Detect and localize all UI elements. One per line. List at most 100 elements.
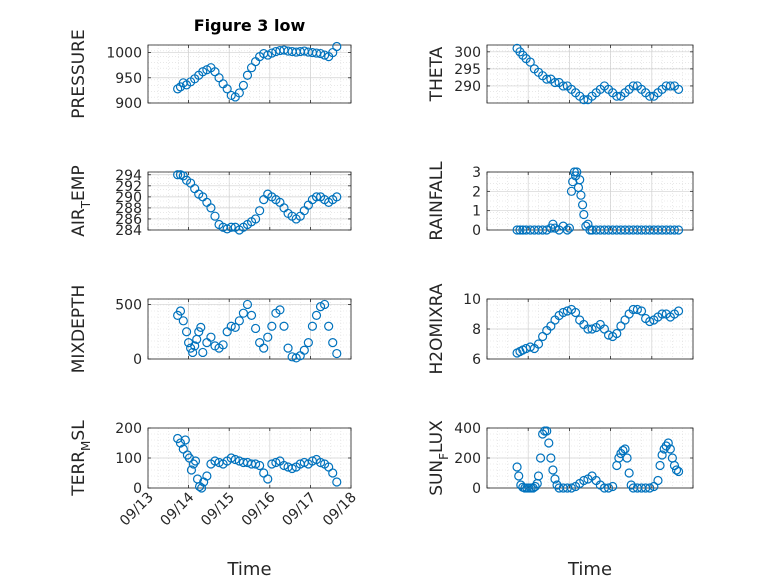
data-point <box>299 345 309 355</box>
data-point <box>263 474 273 484</box>
data-point <box>311 192 322 202</box>
data-point <box>562 225 572 235</box>
data-point <box>328 468 338 478</box>
y-tick-label: 0 <box>133 481 142 497</box>
data-point <box>307 321 318 331</box>
data-point <box>206 332 216 342</box>
data-point <box>564 223 575 233</box>
data-point <box>624 468 634 478</box>
y-tick-label: 100 <box>115 451 142 467</box>
data-point <box>198 347 208 358</box>
y-axis-label-subscript: T <box>79 200 93 209</box>
data-point <box>576 190 586 200</box>
data-point <box>566 483 577 493</box>
y-tick-label: 500 <box>115 297 142 313</box>
data-point <box>267 459 277 469</box>
x-tick-label: 09/16 <box>239 489 279 529</box>
data-point <box>538 225 548 235</box>
data-point <box>279 321 289 331</box>
y-tick-label: 950 <box>115 71 142 87</box>
y-tick-label: 286 <box>115 212 142 228</box>
data-point <box>608 481 618 492</box>
panel-mixdepth: 0 500 MIXDEPTH <box>69 285 352 373</box>
x-axis-label: Time <box>567 559 612 580</box>
data-point <box>512 462 522 472</box>
y-tick-label: 290 <box>115 190 142 206</box>
data-point <box>542 426 552 436</box>
data-point <box>287 463 297 474</box>
data-point <box>572 167 582 177</box>
y-axis-label-rest: EMP <box>69 165 89 201</box>
data-point <box>332 348 342 359</box>
data-point <box>579 475 589 486</box>
data-point <box>579 209 589 220</box>
y-tick-label: 290 <box>454 79 481 95</box>
data-point <box>618 445 628 456</box>
data-point <box>657 309 667 319</box>
y-tick-label: 400 <box>454 421 481 437</box>
data-point <box>315 457 326 468</box>
data-point <box>267 321 277 331</box>
data-point <box>645 483 655 493</box>
data-point <box>550 77 560 88</box>
data-point <box>653 475 663 486</box>
y-axis-label-rest: LUX <box>427 420 447 453</box>
y-tick-label: 300 <box>454 45 481 61</box>
data-point <box>636 306 647 316</box>
data-point <box>548 465 558 475</box>
data-point <box>255 460 265 471</box>
data-point <box>620 444 630 454</box>
y-tick-label: 0 <box>472 481 481 497</box>
data-point <box>194 327 204 337</box>
y-axis-label: TERRMSL <box>69 420 93 497</box>
y-axis-label-main: SUN <box>427 460 447 496</box>
data-point <box>279 460 289 471</box>
data-point <box>255 206 265 216</box>
data-point <box>315 48 326 59</box>
y-axis-label: AIRTEMP <box>69 165 93 236</box>
data-point <box>246 310 257 320</box>
data-point <box>603 483 614 493</box>
data-point <box>242 70 253 80</box>
data-point <box>222 84 232 94</box>
x-axis-label: Time <box>226 559 271 580</box>
y-tick-label: 0 <box>472 223 481 239</box>
y-tick-label: 0 <box>133 352 142 368</box>
y-axis-label-rest: SL <box>69 420 89 441</box>
y-axis-label: H2OMIXRA <box>427 283 447 374</box>
data-point <box>612 328 622 339</box>
data-point <box>230 454 240 465</box>
data-point <box>267 48 277 58</box>
y-tick-label: 2 <box>472 184 481 200</box>
y-tick-label: 3 <box>472 165 481 181</box>
data-point <box>180 435 190 445</box>
data-point <box>210 456 220 466</box>
panel-pressure: 900 950 1000 PRESSURE Figure 3 low <box>69 16 352 119</box>
y-tick-label: 8 <box>472 322 481 338</box>
panel-h2omixra: 6 8 10 H2OMIXRA <box>427 283 694 375</box>
data-point <box>550 223 560 233</box>
data-point <box>320 50 330 60</box>
data-point <box>628 81 638 91</box>
axes-box <box>147 171 352 231</box>
data-point <box>250 214 261 224</box>
data-point <box>673 225 684 235</box>
y-tick-label: 1000 <box>106 46 142 62</box>
data-point <box>202 471 212 481</box>
y-axis-label: THETA <box>427 46 447 102</box>
data-point <box>569 167 579 177</box>
data-point <box>579 94 589 105</box>
data-point <box>324 321 334 331</box>
data-point <box>188 347 198 358</box>
data-point <box>226 321 236 331</box>
data-point <box>632 304 642 315</box>
data-point <box>542 225 552 235</box>
data-point <box>230 322 240 332</box>
data-point <box>533 339 544 349</box>
data-point <box>206 203 216 213</box>
